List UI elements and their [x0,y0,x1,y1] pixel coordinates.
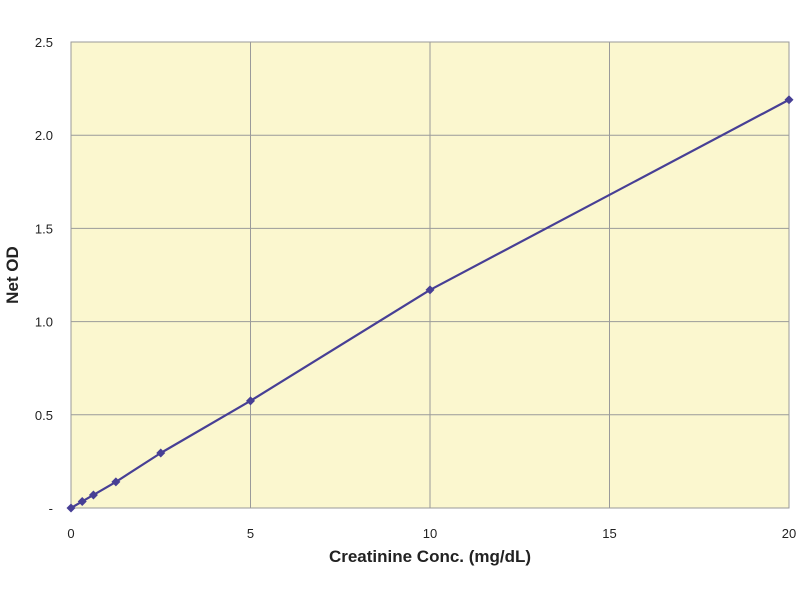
data-point [784,95,794,105]
data-point [77,496,87,506]
x-tick-label: 10 [423,526,437,541]
data-point [88,490,98,500]
grid [71,42,789,508]
x-axis-title: Creatinine Conc. (mg/dL) [329,547,531,566]
x-tick-label: 5 [247,526,254,541]
data-point [156,448,166,458]
x-tick-labels: 0 5 10 15 20 [67,526,796,541]
data-point [425,285,435,295]
y-tick-labels: - 0.5 1.0 1.5 2.0 2.5 [35,35,53,516]
x-tick-label: 0 [67,526,74,541]
y-tick-label: 2.0 [35,128,53,143]
x-tick-label: 15 [602,526,616,541]
x-tick-label: 20 [782,526,796,541]
data-point [66,503,76,513]
data-point [111,477,121,487]
y-tick-label: 1.5 [35,221,53,236]
y-axis-title: Net OD [3,246,22,304]
y-tick-label: 0.5 [35,408,53,423]
y-tick-label: 2.5 [35,35,53,50]
y-tick-label: 1.0 [35,315,53,330]
y-tick-label: - [49,501,53,516]
series-markers [66,95,794,513]
data-point [246,396,255,406]
